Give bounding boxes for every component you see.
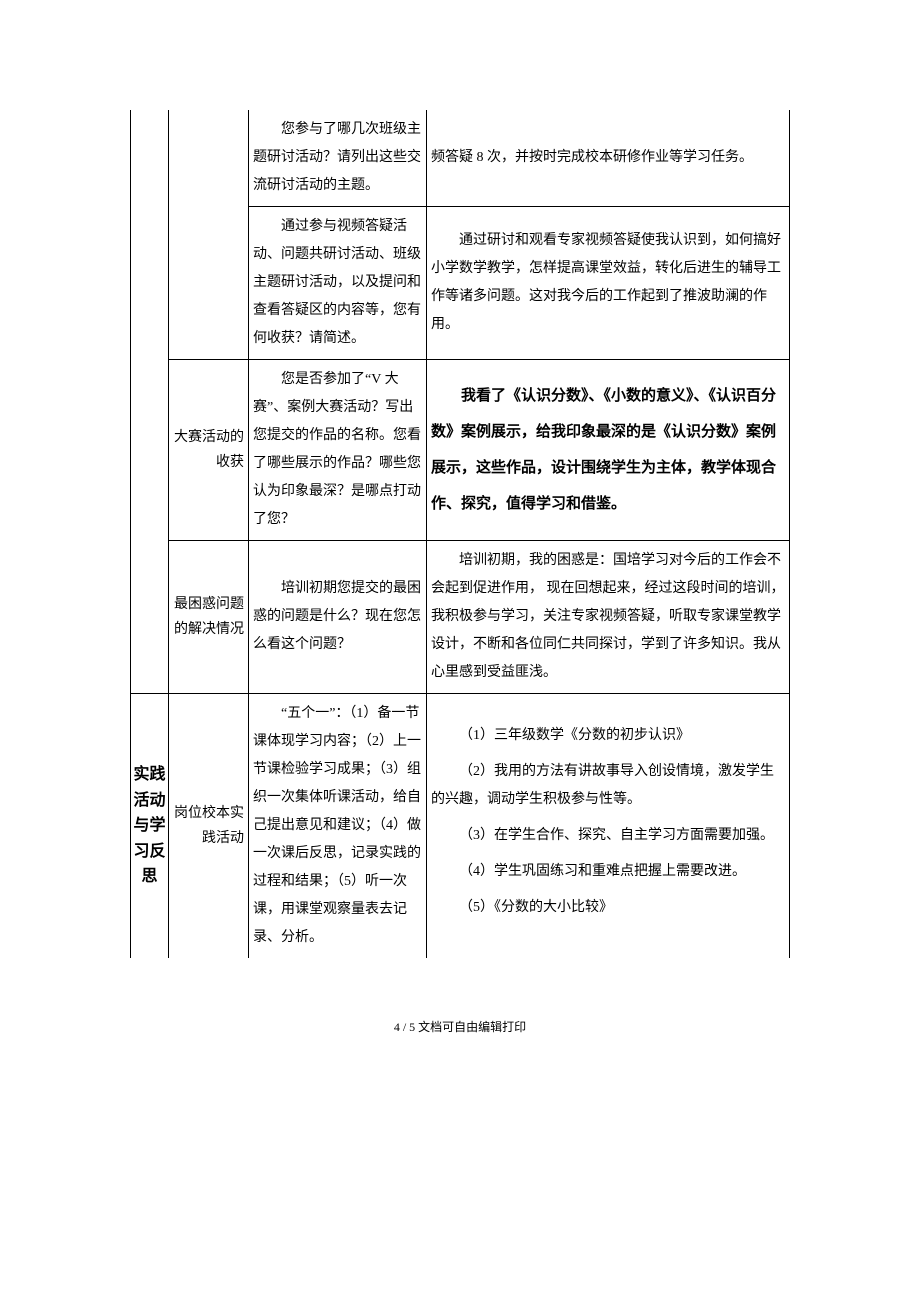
answer-line-1: （1）三年级数学《分数的初步认识》 <box>431 722 785 750</box>
answer-line-3: （3）在学生合作、探究、自主学习方面需要加强。 <box>431 822 785 850</box>
answer-cell: 我看了《认识分数》、《小数的意义》、《认识百分数》案例展示，给我印象最深的是《认… <box>427 360 790 541</box>
row-label: 大赛活动的收获 <box>169 360 249 541</box>
answer-text: 频答疑 8 次，并按时完成校本研修作业等学习任务。 <box>431 144 785 172</box>
answer-text: 我看了《认识分数》、《小数的意义》、《认识百分数》案例展示，给我印象最深的是《认… <box>431 378 785 522</box>
page-footer: 4 / 5 文档可自由编辑打印 <box>0 1018 920 1035</box>
prompt-text: “五个一”：（1）备一节课体现学习内容；（2）上一节课检验学习成果；（3）组织一… <box>253 700 422 952</box>
answer-cell: （1）三年级数学《分数的初步认识》 （2）我用的方法有讲故事导入创设情境，激发学… <box>427 694 790 959</box>
prompt-text: 培训初期您提交的最困惑的问题是什么？现在您怎么看这个问题？ <box>253 575 422 659</box>
answer-cell: 培训初期，我的困惑是：国培学习对今后的工作会不会起到促进作用， 现在回想起来，经… <box>427 541 790 694</box>
prompt-cell: 通过参与视频答疑活动、问题共研讨活动、班级主题研讨活动，以及提问和查看答疑区的内… <box>249 207 427 360</box>
prompt-cell: 培训初期您提交的最困惑的问题是什么？现在您怎么看这个问题？ <box>249 541 427 694</box>
answer-line-4: （4）学生巩固练习和重难点把握上需要改进。 <box>431 858 785 886</box>
table-row: 大赛活动的收获 您是否参加了“V 大赛”、案例大赛活动？写出您提交的作品的名称。… <box>131 360 790 541</box>
answer-line-5: （5）《分数的大小比较》 <box>431 894 785 922</box>
section2-label: 实践活动与学习反思 <box>131 694 169 959</box>
answer-cell: 频答疑 8 次，并按时完成校本研修作业等学习任务。 <box>427 110 790 207</box>
table-row: 最困惑问题的解决情况 培训初期您提交的最困惑的问题是什么？现在您怎么看这个问题？… <box>131 541 790 694</box>
table-row: 您参与了哪几次班级主题研讨活动？请列出这些交流研讨活动的主题。 频答疑 8 次，… <box>131 110 790 207</box>
prompt-cell: 您是否参加了“V 大赛”、案例大赛活动？写出您提交的作品的名称。您看了哪些展示的… <box>249 360 427 541</box>
prompt-text: 您参与了哪几次班级主题研讨活动？请列出这些交流研讨活动的主题。 <box>253 116 422 200</box>
main-table: 您参与了哪几次班级主题研讨活动？请列出这些交流研讨活动的主题。 频答疑 8 次，… <box>130 110 790 958</box>
answer-line-2: （2）我用的方法有讲故事导入创设情境，激发学生的兴趣，调动学生积极参与性等。 <box>431 758 785 814</box>
prompt-text: 通过参与视频答疑活动、问题共研讨活动、班级主题研讨活动，以及提问和查看答疑区的内… <box>253 213 422 353</box>
section1-row12-label <box>169 110 249 360</box>
answer-text: 通过研讨和观看专家视频答疑使我认识到，如何搞好小学数学教学，怎样提高课堂效益，转… <box>431 227 785 339</box>
section1-col-a <box>131 110 169 694</box>
row-label: 最困惑问题的解决情况 <box>169 541 249 694</box>
prompt-text: 您是否参加了“V 大赛”、案例大赛活动？写出您提交的作品的名称。您看了哪些展示的… <box>253 366 422 534</box>
row-label: 岗位校本实践活动 <box>169 694 249 959</box>
prompt-cell: “五个一”：（1）备一节课体现学习内容；（2）上一节课检验学习成果；（3）组织一… <box>249 694 427 959</box>
prompt-cell: 您参与了哪几次班级主题研讨活动？请列出这些交流研讨活动的主题。 <box>249 110 427 207</box>
answer-cell: 通过研讨和观看专家视频答疑使我认识到，如何搞好小学数学教学，怎样提高课堂效益，转… <box>427 207 790 360</box>
answer-text: 培训初期，我的困惑是：国培学习对今后的工作会不会起到促进作用， 现在回想起来，经… <box>431 547 785 687</box>
document-page: 您参与了哪几次班级主题研讨活动？请列出这些交流研讨活动的主题。 频答疑 8 次，… <box>130 110 790 958</box>
table-row: 实践活动与学习反思 岗位校本实践活动 “五个一”：（1）备一节课体现学习内容；（… <box>131 694 790 959</box>
